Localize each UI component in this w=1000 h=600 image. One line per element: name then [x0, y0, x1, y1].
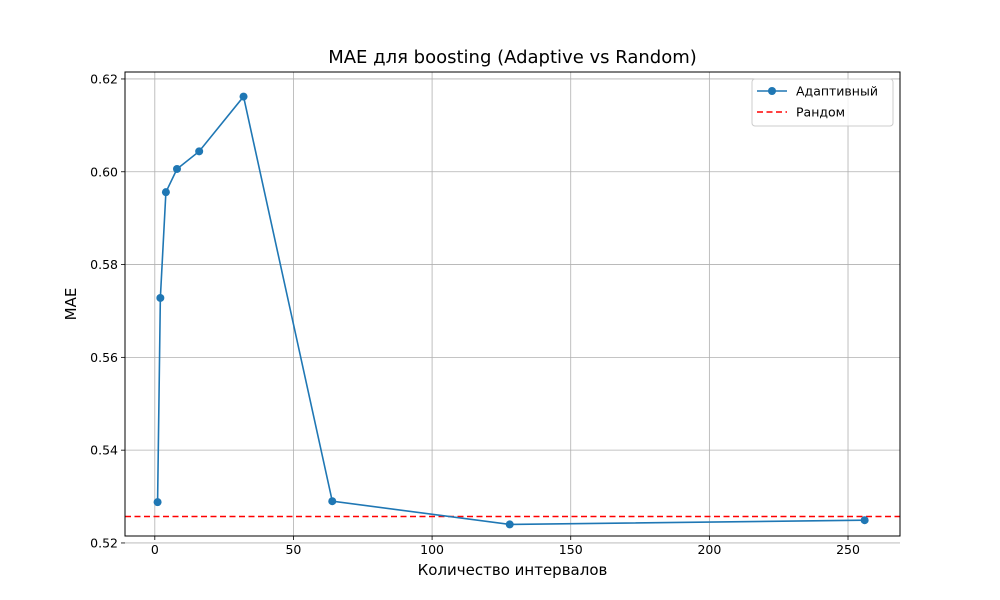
adaptive-data-point: [505, 520, 514, 529]
adaptive-data-point: [239, 92, 248, 101]
y-tick-label: 0.58: [90, 257, 118, 272]
x-tick-label: 150: [559, 542, 583, 557]
grid-lines: [125, 72, 900, 544]
x-tick-label: 250: [836, 542, 860, 557]
chart-title: MAE для boosting (Adaptive vs Random): [328, 47, 697, 68]
adaptive-data-point: [161, 188, 170, 197]
y-tick-label: 0.52: [90, 535, 118, 550]
y-tick-label: 0.60: [90, 164, 118, 179]
adaptive-data-point: [156, 293, 165, 302]
y-tick-label: 0.56: [90, 350, 118, 365]
adaptive-data-point: [172, 164, 181, 173]
adaptive-data-point: [328, 497, 337, 506]
adaptive-data-point: [153, 498, 162, 507]
adaptive-series-line: [156, 94, 865, 526]
y-axis-label: MAE: [62, 288, 80, 321]
ticks: 0 50 100 150 200 250 0.52 0.54 0.56 0.58 0.60 0.62: [90, 71, 860, 557]
x-tick-label: 200: [697, 542, 721, 557]
plot-frame: [124, 71, 901, 537]
x-tick-label: 100: [420, 542, 444, 557]
legend: Адаптивный Рандом: [751, 78, 894, 127]
legend-box: [751, 78, 894, 127]
legend-label-adaptive: Адаптивный: [796, 84, 878, 99]
adaptive-data-point: [195, 147, 204, 156]
y-tick-label: 0.62: [90, 71, 118, 86]
x-tick-label: 50: [285, 542, 301, 557]
x-tick-label: 0: [151, 542, 159, 557]
legend-label-random: Рандом: [796, 105, 845, 120]
adaptive-data-point: [860, 516, 869, 525]
y-tick-label: 0.54: [90, 443, 118, 458]
x-axis-label: Количество интервалов: [418, 561, 608, 579]
series-layer: [125, 92, 900, 529]
legend-marker-adaptive: [768, 87, 776, 95]
